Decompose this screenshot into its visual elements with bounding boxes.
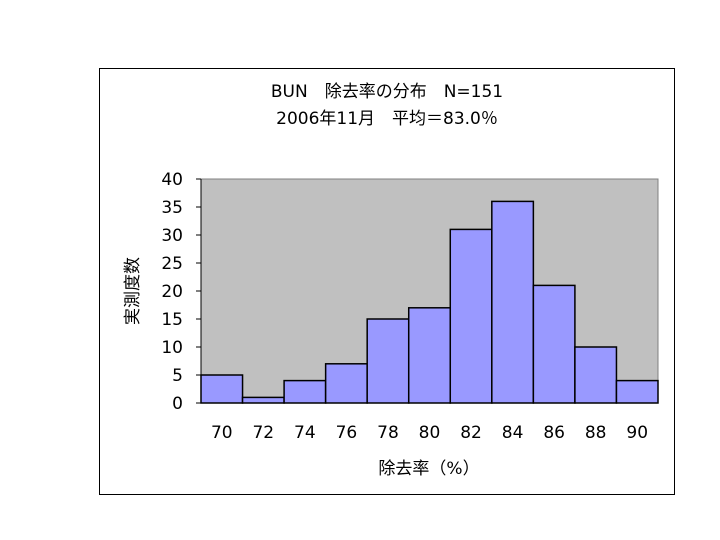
x-tick-label: 78 — [377, 423, 399, 443]
y-tick-label: 5 — [172, 366, 183, 386]
y-tick-label: 40 — [161, 170, 183, 190]
bar-88 — [574, 346, 618, 404]
chart-svg: BUN 除去率の分布 N=151 2006年11月 平均＝83.0％ 0 5 10 1… — [123, 82, 659, 479]
bar-72 — [241, 396, 285, 404]
y-axis-label: 実測度数 — [123, 257, 143, 325]
bar-82 — [449, 228, 493, 404]
x-tick-label: 88 — [585, 423, 607, 443]
y-tick-label: 25 — [161, 254, 183, 274]
bar-70 — [200, 374, 244, 404]
x-axis-label: 除去率（%） — [378, 459, 479, 479]
bar-84 — [491, 200, 535, 404]
chart-frame: BUN 除去率の分布 N=151 2006年11月 平均＝83.0％ 0 5 10 1… — [99, 68, 675, 495]
bars-group — [200, 200, 659, 404]
x-tick-label: 90 — [626, 423, 648, 443]
bar-86 — [532, 284, 576, 404]
y-tick-group: 0 5 10 15 20 25 30 35 40 — [161, 170, 201, 414]
bar-80 — [407, 307, 452, 404]
x-tick-label: 70 — [211, 423, 233, 443]
x-tick-label: 72 — [252, 423, 274, 443]
x-tick-label: 76 — [336, 423, 358, 443]
x-tick-label: 80 — [419, 423, 441, 443]
y-tick-label: 20 — [161, 282, 183, 302]
chart-title: BUN 除去率の分布 N=151 — [271, 82, 503, 102]
bar-90 — [615, 379, 659, 404]
y-tick-label: 30 — [161, 226, 183, 246]
x-tick-label: 74 — [294, 423, 316, 443]
y-tick-label: 15 — [161, 310, 183, 330]
bar-74 — [283, 379, 327, 404]
bar-76 — [324, 363, 368, 404]
y-tick-label: 10 — [161, 338, 183, 358]
y-tick-label: 35 — [161, 198, 183, 218]
x-tick-label: 82 — [460, 423, 482, 443]
x-tick-label: 84 — [502, 423, 524, 443]
y-tick-label: 0 — [172, 394, 183, 414]
chart-subtitle: 2006年11月 平均＝83.0％ — [276, 109, 498, 129]
x-tick-label: 86 — [543, 423, 565, 443]
x-tick-group: 70 72 74 76 78 80 82 84 86 88 90 — [211, 423, 648, 443]
bar-78 — [366, 318, 410, 404]
